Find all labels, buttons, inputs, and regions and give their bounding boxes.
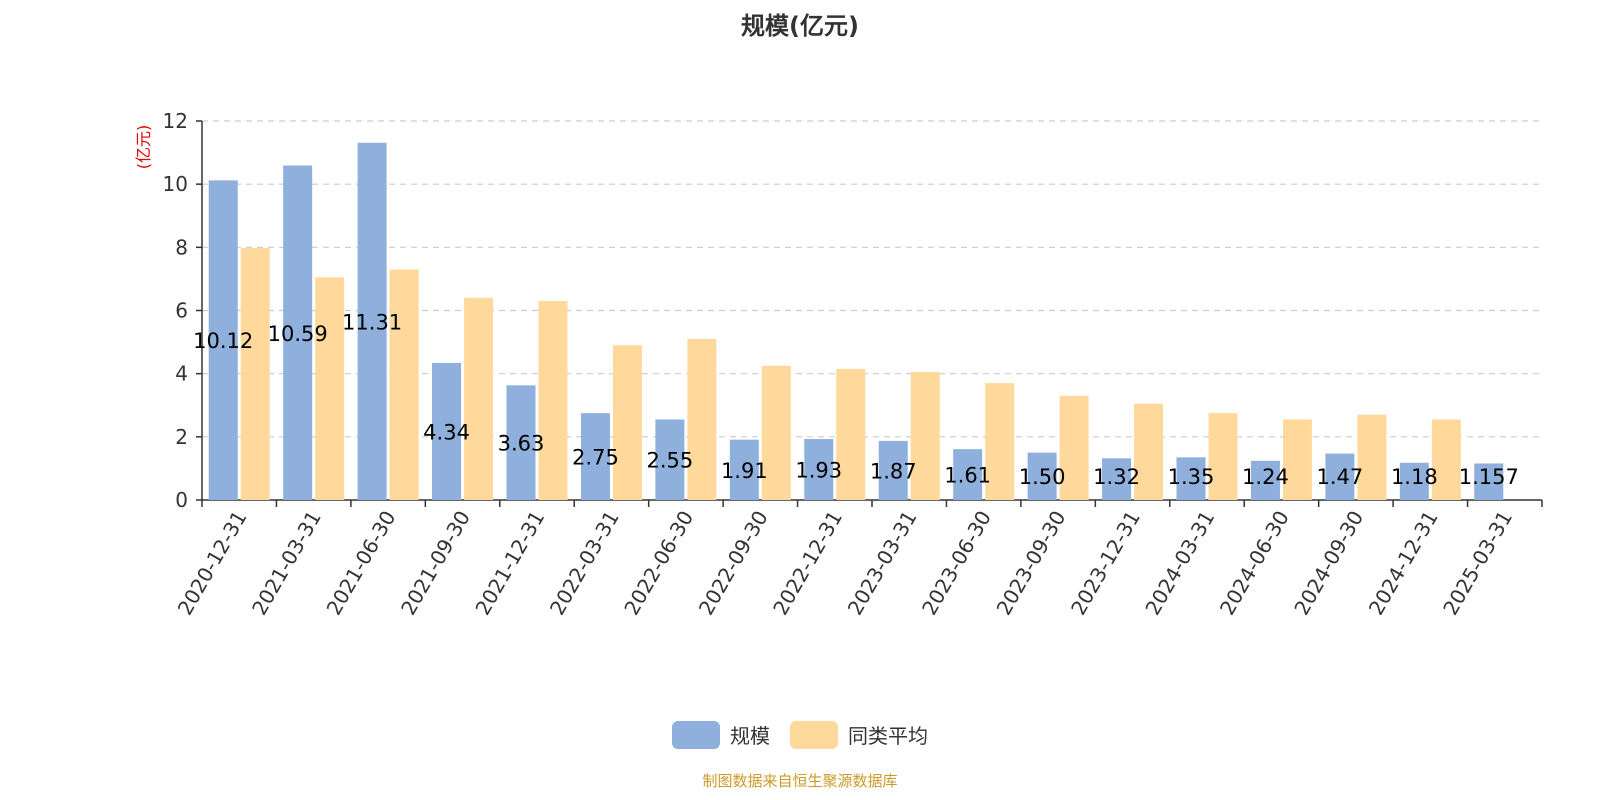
data-label-series-1: 1.91 (721, 459, 768, 483)
legend-swatch-series-1 (672, 720, 720, 749)
x-tick-label: 2022-06-30 (619, 507, 698, 620)
bar-series-1 (283, 165, 313, 500)
bar-series-2 (1431, 419, 1461, 500)
data-label-series-1: 1.93 (795, 459, 842, 483)
bar-series-2 (464, 297, 494, 500)
data-label-series-1: 1.61 (944, 464, 991, 488)
bar-series-1 (506, 385, 536, 500)
x-tick-label: 2021-09-30 (396, 507, 475, 620)
y-tick-label: 4 (175, 362, 188, 386)
data-label-series-1: 3.63 (498, 432, 545, 456)
data-label-series-1: 4.34 (423, 420, 470, 444)
bar-series-2 (985, 383, 1015, 500)
bar-series-2 (315, 277, 345, 500)
x-tick-label: 2024-09-30 (1289, 507, 1368, 620)
x-tick-label: 2021-06-30 (322, 507, 401, 620)
data-label-series-1: 1.157 (1459, 465, 1519, 489)
data-label-series-1: 1.35 (1168, 465, 1215, 489)
data-label-series-1: 10.12 (193, 329, 253, 353)
x-tick-label: 2024-06-30 (1215, 507, 1294, 620)
bar-series-1 (953, 449, 983, 500)
data-label-series-1: 1.47 (1317, 465, 1364, 489)
legend-label-series-1: 规模 (730, 724, 770, 748)
bar-series-1 (208, 180, 238, 501)
bar-series-2 (836, 368, 866, 500)
legend-swatch-series-2 (790, 720, 838, 749)
bar-series-1 (1102, 458, 1132, 500)
y-axis-title: (亿元) (134, 125, 153, 170)
data-label-series-1: 1.32 (1093, 465, 1140, 489)
y-tick-label: 8 (175, 235, 188, 259)
x-tick-label: 2021-03-31 (247, 507, 326, 620)
data-label-series-1: 10.59 (268, 322, 328, 346)
x-tick-label: 2023-09-30 (992, 507, 1071, 620)
x-tick-label: 2024-03-31 (1140, 507, 1219, 620)
bar-series-2 (1357, 414, 1387, 500)
y-tick-label: 6 (175, 299, 188, 323)
data-label-series-1: 2.55 (647, 449, 694, 473)
x-tick-label: 2022-12-31 (768, 507, 847, 620)
bar-series-1 (1027, 452, 1057, 500)
bar-series-2 (538, 301, 568, 500)
bar-series-1 (1176, 457, 1206, 500)
x-tick-label: 2023-06-30 (917, 507, 996, 620)
bar-series-2 (240, 247, 270, 500)
bar-series-1 (1399, 462, 1429, 500)
bar-series-1 (357, 142, 387, 501)
data-label-series-1: 11.31 (342, 310, 402, 334)
bar-series-1 (655, 419, 685, 500)
y-tick-label: 0 (175, 488, 188, 512)
data-source-note: 制图数据来自恒生聚源数据库 (702, 772, 898, 790)
legend: 规模 同类平均 (0, 720, 1600, 749)
x-tick-label: 2025-03-31 (1438, 507, 1517, 620)
x-tick-label: 2023-12-31 (1066, 507, 1145, 620)
x-tick-label: 2022-03-31 (545, 507, 624, 620)
bar-series-2 (1134, 403, 1164, 500)
bar-series-1 (804, 439, 834, 500)
data-label-series-1: 1.87 (870, 459, 917, 483)
data-label-series-1: 1.50 (1019, 465, 1066, 489)
legend-item-series-1[interactable]: 规模 (672, 720, 770, 749)
x-tick-label: 2023-03-31 (843, 507, 922, 620)
bar-series-2 (761, 365, 791, 500)
y-tick-label: 2 (175, 425, 188, 449)
data-label-series-1: 1.18 (1391, 465, 1438, 489)
bar-series-1 (878, 440, 908, 500)
legend-label-series-2: 同类平均 (848, 724, 928, 748)
x-tick-label: 2024-12-31 (1364, 507, 1443, 620)
bar-series-1 (432, 362, 462, 500)
bar-series-1 (729, 439, 759, 500)
bar-series-2 (1282, 419, 1312, 500)
bar-series-2 (910, 372, 940, 500)
data-label-series-1: 2.75 (572, 446, 619, 470)
bar-series-1 (1325, 453, 1355, 500)
legend-item-series-2[interactable]: 同类平均 (790, 720, 928, 749)
bar-series-2 (389, 269, 419, 500)
bar-series-1 (580, 413, 610, 500)
bar-series-2 (687, 338, 717, 500)
bar-series-1 (1474, 463, 1504, 500)
y-tick-label: 10 (163, 172, 188, 196)
data-label-series-1: 1.24 (1242, 465, 1289, 489)
y-tick-label: 12 (163, 109, 188, 133)
bar-series-2 (1059, 395, 1089, 500)
x-tick-label: 2020-12-31 (173, 507, 252, 620)
x-tick-label: 2021-12-31 (470, 507, 549, 620)
bar-series-2 (612, 345, 642, 500)
chart-title: 规模(亿元) (741, 12, 859, 40)
x-tick-label: 2022-09-30 (694, 507, 773, 620)
bar-series-2 (1208, 413, 1238, 500)
bar-series-1 (1250, 460, 1280, 500)
